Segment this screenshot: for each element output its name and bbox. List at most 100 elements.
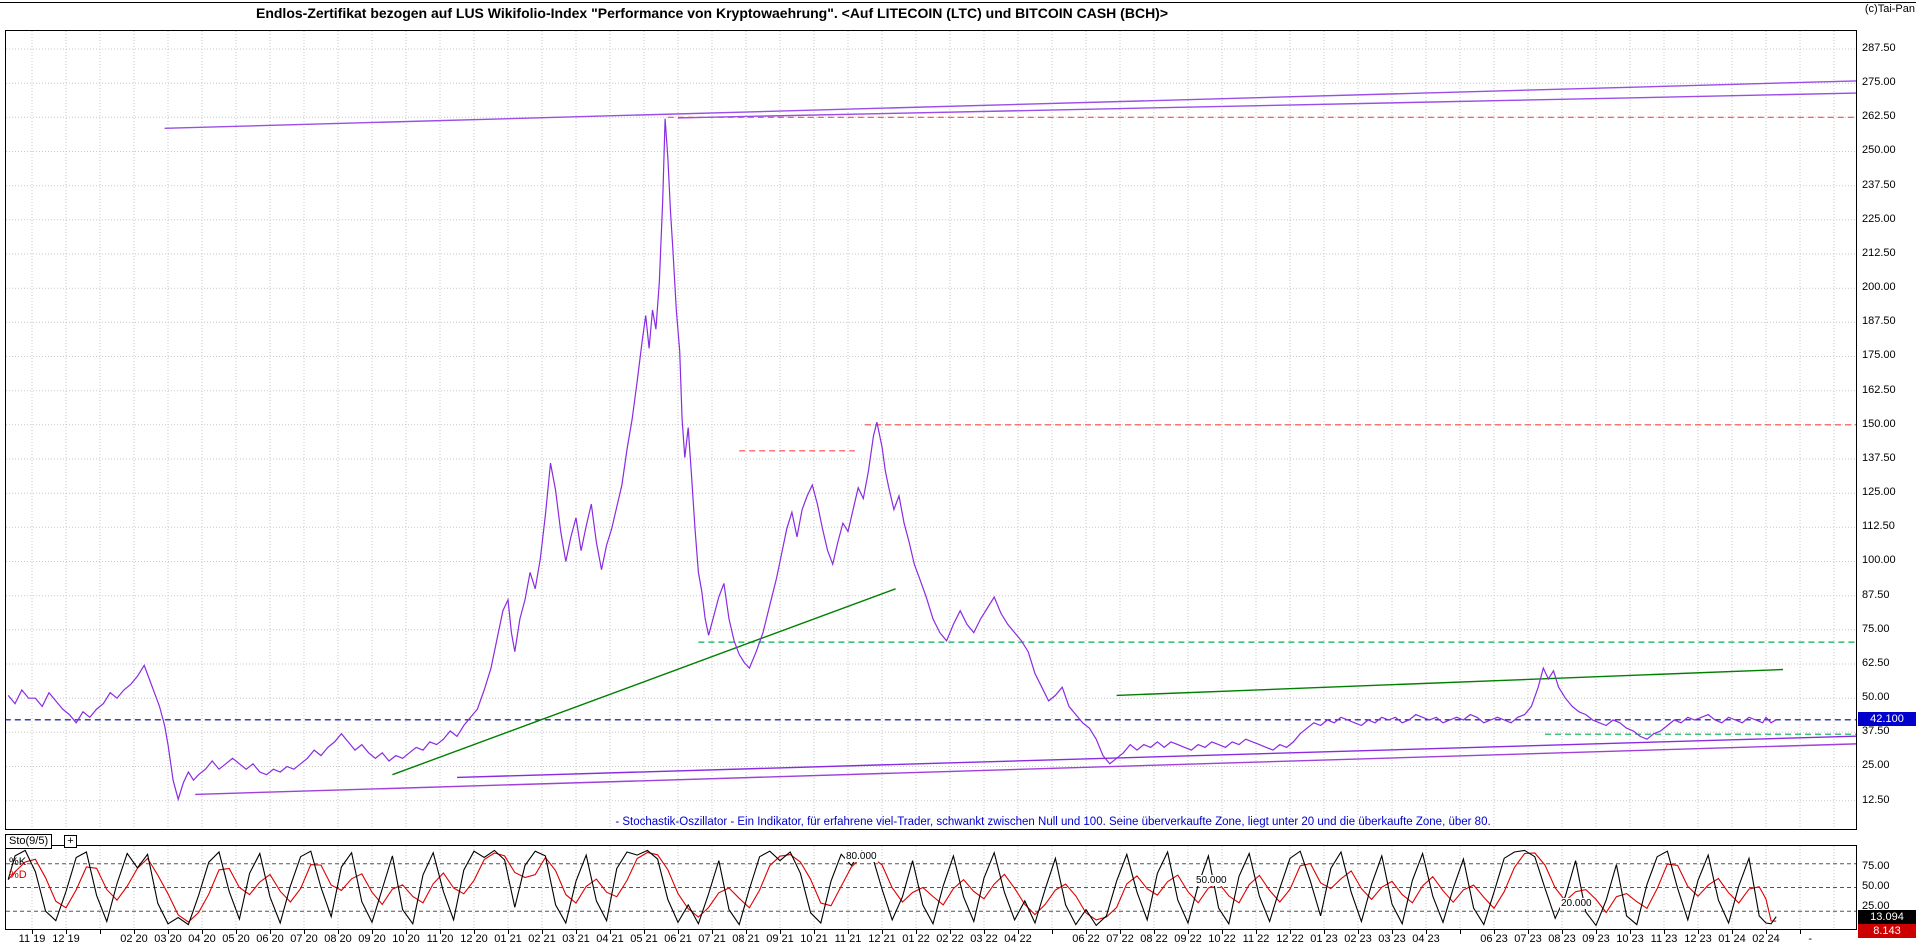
copyright-label: (c)Tai-Pan bbox=[1864, 3, 1915, 15]
price-axis-label: 175.00 bbox=[1862, 349, 1896, 362]
date-tick bbox=[1188, 930, 1189, 934]
date-tick bbox=[236, 930, 237, 934]
date-axis-label: 03 22 bbox=[970, 933, 998, 945]
date-tick bbox=[32, 930, 33, 934]
date-tick bbox=[1018, 930, 1019, 934]
date-axis-label: 09 22 bbox=[1174, 933, 1202, 945]
date-axis-label: 06 23 bbox=[1480, 933, 1508, 945]
price-axis-label: 237.50 bbox=[1862, 178, 1896, 191]
stochastic-canvas bbox=[6, 846, 1856, 929]
date-axis-label: - bbox=[1808, 933, 1813, 945]
date-axis-label: 11 20 bbox=[426, 933, 454, 945]
date-tick bbox=[406, 930, 407, 934]
date-axis-label: 12 23 bbox=[1684, 933, 1712, 945]
date-tick bbox=[134, 930, 135, 934]
date-axis-label: 04 23 bbox=[1412, 933, 1440, 945]
price-axis-label: 12.50 bbox=[1862, 793, 1890, 806]
date-tick bbox=[542, 930, 543, 934]
sto-level-label: 80.000 bbox=[845, 850, 878, 862]
date-tick bbox=[1120, 930, 1121, 934]
date-axis-label: 08 22 bbox=[1140, 933, 1168, 945]
date-tick bbox=[950, 930, 951, 934]
date-tick bbox=[1800, 930, 1801, 934]
date-tick bbox=[440, 930, 441, 934]
date-axis-label: 10 21 bbox=[800, 933, 828, 945]
date-axis-label: 10 20 bbox=[392, 933, 420, 945]
price-chart-canvas bbox=[6, 31, 1856, 829]
date-tick bbox=[1460, 930, 1461, 934]
date-tick bbox=[1630, 930, 1631, 934]
sto-level-label: 50.000 bbox=[1195, 874, 1228, 886]
date-tick bbox=[882, 930, 883, 934]
date-tick bbox=[1698, 930, 1699, 934]
date-tick bbox=[304, 930, 305, 934]
date-axis-label: 11 23 bbox=[1650, 933, 1678, 945]
stochastic-panel[interactable] bbox=[5, 845, 1857, 930]
date-tick bbox=[678, 930, 679, 934]
date-tick bbox=[576, 930, 577, 934]
date-axis-label: 09 20 bbox=[358, 933, 386, 945]
date-axis-label: 07 22 bbox=[1106, 933, 1134, 945]
price-axis-label: 187.50 bbox=[1862, 315, 1896, 328]
date-axis-label: 07 23 bbox=[1514, 933, 1542, 945]
date-axis-label: 08 20 bbox=[324, 933, 352, 945]
price-axis-label: 212.50 bbox=[1862, 246, 1896, 259]
price-axis-label: 25.00 bbox=[1862, 759, 1890, 772]
date-axis-label: 12 19 bbox=[52, 933, 80, 945]
price-axis-label: 200.00 bbox=[1862, 281, 1896, 294]
date-tick bbox=[848, 930, 849, 934]
date-axis-label: 03 23 bbox=[1378, 933, 1406, 945]
price-axis-label: 150.00 bbox=[1862, 417, 1896, 430]
main-price-chart[interactable] bbox=[5, 30, 1857, 830]
price-axis-label: 50.00 bbox=[1862, 691, 1890, 704]
price-axis-label: 287.50 bbox=[1862, 42, 1896, 54]
price-axis-label: 100.00 bbox=[1862, 554, 1896, 567]
price-axis-label: 125.00 bbox=[1862, 486, 1896, 499]
date-tick bbox=[1290, 930, 1291, 934]
date-axis-label: 02 20 bbox=[120, 933, 148, 945]
top-divider bbox=[0, 2, 1916, 3]
date-axis-label: 12 21 bbox=[868, 933, 896, 945]
price-axis-label: 87.50 bbox=[1862, 588, 1890, 601]
stochastic-description: - Stochastik-Oszillator - Ein Indikator,… bbox=[615, 816, 1491, 828]
date-tick bbox=[746, 930, 747, 934]
date-axis-label: 11 21 bbox=[834, 933, 862, 945]
last-price-badge: 42.100 bbox=[1858, 711, 1916, 726]
date-axis-label: 11 22 bbox=[1242, 933, 1270, 945]
date-tick bbox=[1664, 930, 1665, 934]
price-axis-label: 275.00 bbox=[1862, 76, 1896, 89]
date-axis-label: 09 23 bbox=[1582, 933, 1610, 945]
date-axis-label: 10 23 bbox=[1616, 933, 1644, 945]
expand-indicator-button[interactable]: + bbox=[64, 835, 77, 848]
date-tick bbox=[712, 930, 713, 934]
stochastic-indicator-button[interactable]: Sto(9/5) bbox=[5, 834, 53, 849]
date-tick bbox=[916, 930, 917, 934]
price-axis-label: 75.00 bbox=[1862, 622, 1890, 635]
date-tick bbox=[814, 930, 815, 934]
price-axis-label: 250.00 bbox=[1862, 144, 1896, 157]
date-tick bbox=[1392, 930, 1393, 934]
date-tick bbox=[984, 930, 985, 934]
date-axis-label: 01 24 bbox=[1718, 933, 1746, 945]
date-tick bbox=[1494, 930, 1495, 934]
date-tick bbox=[508, 930, 509, 934]
date-axis-label: 01 23 bbox=[1310, 933, 1338, 945]
price-axis-label: 162.50 bbox=[1862, 383, 1896, 396]
date-tick bbox=[202, 930, 203, 934]
percent-d-value-badge: 8.143 bbox=[1858, 923, 1916, 938]
date-tick bbox=[372, 930, 373, 934]
price-axis-label: 112.50 bbox=[1862, 520, 1895, 533]
date-tick bbox=[1358, 930, 1359, 934]
date-tick bbox=[1562, 930, 1563, 934]
date-axis-label: 10 22 bbox=[1208, 933, 1236, 945]
date-tick bbox=[100, 930, 101, 934]
date-tick bbox=[1528, 930, 1529, 934]
sto-level-label: 20.000 bbox=[1560, 898, 1593, 910]
date-axis-label: 06 22 bbox=[1072, 933, 1100, 945]
date-axis-label: 08 23 bbox=[1548, 933, 1576, 945]
date-tick bbox=[1052, 930, 1053, 934]
date-tick bbox=[1086, 930, 1087, 934]
date-tick bbox=[644, 930, 645, 934]
date-tick bbox=[1596, 930, 1597, 934]
